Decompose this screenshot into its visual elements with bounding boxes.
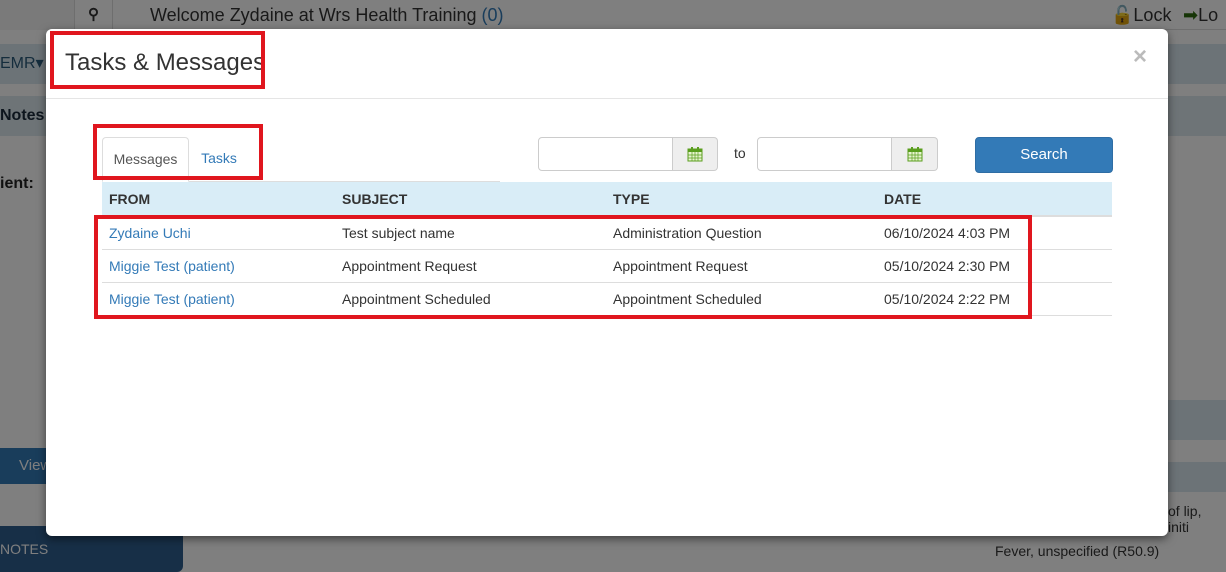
search-button[interactable]: Search [975,137,1113,173]
modal-title: Tasks & Messages [65,49,266,76]
sender-link[interactable]: Zydaine Uchi [109,224,191,241]
annotation-box-title [50,31,265,89]
from-cell: Miggie Test (patient) [102,281,335,316]
sender-link[interactable]: Miggie Test (patient) [109,290,235,307]
column-header-date[interactable]: DATE [877,182,1112,217]
table-row[interactable]: Miggie Test (patient) Appointment Schedu… [102,281,1112,316]
date-to-input[interactable] [757,137,892,171]
calendar-icon[interactable] [892,137,938,171]
subject-cell: Appointment Request [335,248,606,283]
tab-messages[interactable]: Messages [102,137,189,182]
modal-header [46,29,1168,99]
table-row[interactable]: Miggie Test (patient) Appointment Reques… [102,248,1112,283]
to-label: to [734,145,746,161]
column-header-from[interactable]: FROM [102,182,335,217]
column-header-type[interactable]: TYPE [606,182,877,217]
tab-divider [102,181,500,182]
date-from-input[interactable] [538,137,673,171]
annotation-box-rows [94,215,1032,319]
sender-link[interactable]: Miggie Test (patient) [109,257,235,274]
date-cell: 05/10/2024 2:30 PM [877,248,1112,283]
tab-tasks[interactable]: Tasks [201,150,237,166]
column-header-subject[interactable]: SUBJECT [335,182,606,217]
date-cell: 06/10/2024 4:03 PM [877,215,1112,250]
table-header-row: FROM SUBJECT TYPE DATE [102,182,1112,217]
annotation-box-tabs [93,124,263,180]
tasks-messages-modal: Tasks & Messages × Messages Tasks to Sea… [46,29,1168,536]
type-cell: Appointment Scheduled [606,281,877,316]
close-icon[interactable]: × [1133,43,1148,70]
date-cell: 05/10/2024 2:22 PM [877,281,1112,316]
calendar-icon[interactable] [673,137,718,171]
subject-cell: Appointment Scheduled [335,281,606,316]
